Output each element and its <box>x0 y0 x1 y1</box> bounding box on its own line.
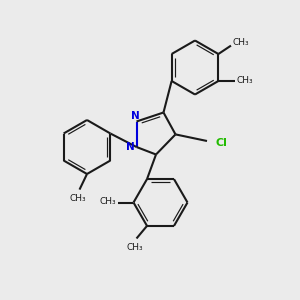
Text: CH₃: CH₃ <box>236 76 253 85</box>
Text: N: N <box>125 142 134 152</box>
Text: CH₃: CH₃ <box>70 194 86 203</box>
Text: CH₃: CH₃ <box>127 243 143 252</box>
Text: CH₃: CH₃ <box>100 197 116 206</box>
Text: CH₃: CH₃ <box>232 38 249 46</box>
Text: N: N <box>130 111 140 122</box>
Text: Cl: Cl <box>216 137 228 148</box>
